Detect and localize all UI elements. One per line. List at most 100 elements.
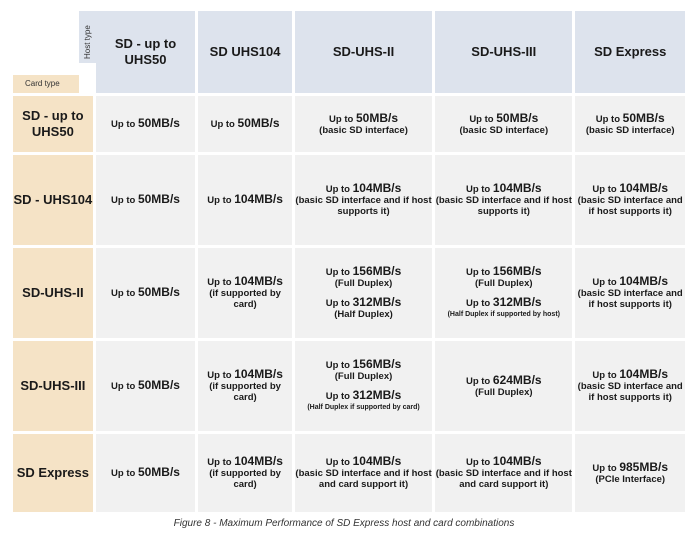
corner-cell: Host type Card type — [13, 11, 99, 93]
table-cell: Up to 624MB/s (Full Duplex) — [435, 341, 573, 431]
table-cell: Up to 50MB/s — [95, 341, 196, 431]
speed-prefix: Up to — [325, 360, 353, 371]
speed-value: 624MB/s — [492, 372, 542, 387]
table-cell: Up to 50MB/s — [95, 155, 196, 245]
table-cell: Up to 104MB/s (basic SD interface and if … — [294, 434, 433, 512]
speed-prefix: Up to — [465, 184, 493, 195]
speed-entry: Up to 104MB/s — [295, 182, 432, 195]
speed-value: 50MB/s — [496, 110, 539, 125]
speed-entry: Up to 104MB/s — [198, 192, 292, 206]
speed-entry: Up to 104MB/s — [198, 454, 292, 468]
speed-entry: Up to 50MB/s — [295, 110, 432, 125]
speed-value: 50MB/s — [622, 110, 665, 125]
speed-entry: Up to 312MB/s — [435, 295, 572, 309]
speed-prefix: Up to — [210, 119, 238, 130]
speed-prefix: Up to — [111, 288, 138, 299]
row-header: SD - UHS104 — [13, 155, 93, 245]
speed-value: 104MB/s — [234, 454, 283, 468]
speed-note: (PCIe Interface) — [595, 473, 666, 485]
speed-note: (basic SD interface and if host supports… — [577, 381, 683, 403]
table-cell: Up to 50MB/s — [95, 96, 196, 152]
speed-value: 312MB/s — [352, 295, 402, 309]
table-row: SD - UHS104 Up to 50MB/s Up to 104MB/s U… — [13, 155, 685, 245]
speed-entry: Up to 104MB/s — [435, 181, 572, 195]
speed-entry: Up to 50MB/s — [198, 116, 292, 130]
speed-note: (basic SD interface and if host supports… — [577, 288, 683, 310]
speed-prefix: Up to — [111, 468, 138, 479]
speed-entry: Up to 104MB/s — [198, 274, 292, 288]
column-header: SD-UHS-III — [435, 11, 573, 93]
speed-prefix: Up to — [207, 195, 235, 206]
table-cell: Up to 104MB/s (basic SD interface and if … — [575, 248, 685, 338]
table-cell: Up to 50MB/s — [198, 96, 292, 152]
table-cell: Up to 50MB/s (basic SD interface) — [575, 96, 685, 152]
table-cell: Up to 104MB/s (basic SD interface and if … — [575, 155, 685, 245]
table-row: SD - up to UHS50 Up to 50MB/s Up to 50MB… — [13, 96, 685, 152]
speed-prefix: Up to — [595, 113, 623, 125]
speed-value: 50MB/s — [137, 378, 180, 392]
speed-entry: Up to 312MB/s — [295, 295, 432, 309]
speed-prefix: Up to — [592, 370, 620, 381]
host-type-label: Host type — [83, 25, 92, 59]
table-cell: Up to 104MB/s (basic SD interface and if … — [294, 155, 433, 245]
table-cell: Up to 104MB/s — [198, 155, 292, 245]
table-cell: Up to 50MB/s (basic SD interface) — [435, 96, 573, 152]
speed-value: 50MB/s — [137, 192, 180, 206]
table-cell: Up to 104MB/s (basic SD interface and if … — [435, 434, 573, 512]
speed-entry: Up to 985MB/s — [575, 459, 685, 474]
speed-entry: Up to 104MB/s — [575, 275, 685, 288]
speed-note: (Half Duplex) — [334, 309, 393, 320]
card-type-tag: Card type — [13, 75, 79, 93]
table-row: SD-UHS-III Up to 50MB/s Up to 104MB/s (if… — [13, 341, 685, 431]
figure-caption: Figure 8 - Maximum Performance of SD Exp… — [173, 518, 515, 529]
speed-prefix: Up to — [111, 119, 138, 130]
speed-entry: Up to 156MB/s — [435, 265, 572, 278]
speed-prefix: Up to — [325, 267, 353, 278]
speed-value: 50MB/s — [137, 465, 180, 479]
speed-value: 104MB/s — [492, 181, 542, 195]
speed-value: 312MB/s — [492, 295, 542, 309]
speed-note: (Full Duplex) — [334, 371, 393, 382]
speed-note: (basic SD interface and if host supports… — [435, 195, 572, 217]
speed-prefix: Up to — [325, 457, 353, 468]
speed-note: (Full Duplex) — [475, 386, 533, 398]
speed-entry: Up to 50MB/s — [96, 286, 196, 299]
speed-note: (basic SD interface and if host supports… — [577, 195, 683, 217]
speed-entry: Up to 50MB/s — [575, 110, 685, 125]
speed-prefix: Up to — [592, 184, 620, 195]
speed-value: 104MB/s — [234, 192, 283, 206]
speed-entry: Up to 104MB/s — [435, 454, 572, 468]
speed-value: 104MB/s — [352, 454, 402, 468]
speed-value: 50MB/s — [237, 116, 280, 130]
table-cell: Up to 104MB/s (if supported by card) — [198, 434, 292, 512]
column-header: SD Express — [575, 11, 685, 93]
speed-entry: Up to 104MB/s — [575, 182, 685, 195]
speed-note: (basic SD interface and if host and card… — [435, 468, 572, 490]
speed-entry: Up to 156MB/s — [295, 358, 432, 371]
speed-value: 104MB/s — [492, 454, 542, 468]
table-cell: Up to 50MB/s (basic SD interface) — [294, 96, 433, 152]
speed-entry: Up to 50MB/s — [96, 378, 196, 392]
speed-value: 104MB/s — [234, 274, 283, 288]
speed-note: (if supported by card) — [209, 468, 281, 490]
speed-value: 50MB/s — [355, 110, 398, 125]
table-cell: Up to 104MB/s (basic SD interface and if … — [575, 341, 685, 431]
speed-prefix: Up to — [465, 267, 493, 278]
table-row: SD Express Up to 50MB/s Up to 104MB/s (if… — [13, 434, 685, 512]
speed-note: (basic SD interface) — [585, 124, 675, 136]
speed-value: 104MB/s — [234, 367, 283, 381]
speed-prefix: Up to — [325, 298, 353, 309]
speed-entry: Up to 50MB/s — [435, 110, 572, 125]
speed-note: (basic SD interface and if host and card… — [295, 468, 432, 490]
table-cell: Up to 104MB/s (if supported by card) — [198, 248, 292, 338]
row-header: SD-UHS-III — [13, 341, 93, 431]
speed-prefix: Up to — [465, 298, 493, 309]
speed-value: 50MB/s — [137, 116, 180, 130]
speed-value: 985MB/s — [619, 459, 669, 474]
speed-entry: Up to 624MB/s — [435, 372, 572, 387]
speed-prefix: Up to — [325, 184, 353, 195]
speed-prefix: Up to — [207, 457, 235, 468]
speed-entry: Up to 50MB/s — [96, 192, 196, 206]
speed-note: (if supported by card) — [209, 288, 281, 310]
